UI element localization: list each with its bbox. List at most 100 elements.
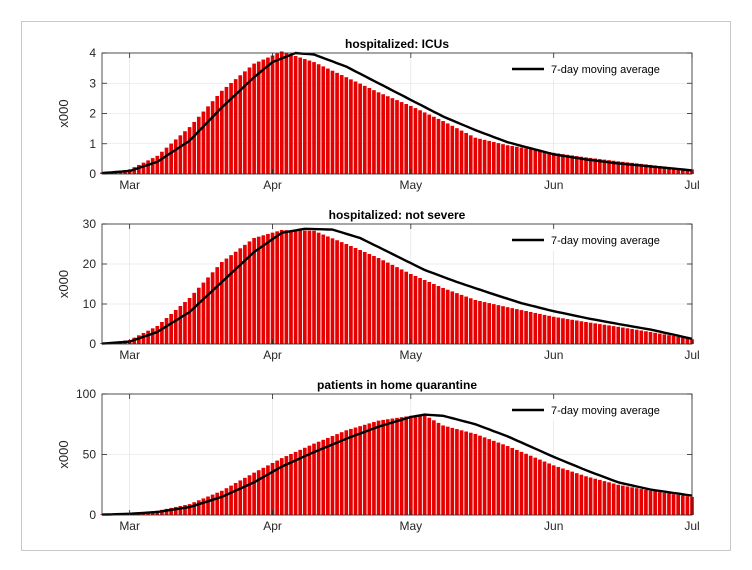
data-bar: [178, 135, 183, 174]
data-bar: [584, 322, 588, 344]
data-bar: [289, 54, 293, 175]
data-bar: [335, 434, 339, 515]
x-tick-label: Jun: [544, 519, 563, 533]
data-bar: [667, 493, 671, 515]
y-tick-label: 0: [89, 508, 96, 522]
legend-label: 7-day moving average: [551, 64, 660, 76]
data-bar: [399, 269, 404, 344]
data-bar: [247, 67, 252, 174]
data-bar: [538, 150, 542, 174]
data-bar: [146, 160, 150, 174]
data-bar: [247, 241, 252, 344]
figure-canvas: 0 1 2 3 4 Mar Apr May Jun Jul hospitalized: ICUs x0…: [56, 37, 700, 533]
data-bar: [468, 432, 473, 515]
data-bar: [478, 138, 482, 174]
data-bar: [547, 463, 551, 515]
data-bar: [326, 68, 330, 174]
data-bar: [261, 467, 266, 515]
data-bar: [339, 75, 344, 174]
data-bar: [229, 255, 233, 344]
data-bar: [616, 161, 621, 174]
data-bar: [538, 459, 542, 515]
data-bar: [621, 485, 625, 515]
data-bar: [671, 167, 676, 174]
data-bar: [519, 310, 524, 344]
data-bar: [422, 415, 427, 515]
data-bar: [413, 108, 418, 174]
data-bar: [210, 494, 215, 515]
data-bar: [639, 489, 644, 515]
data-bar: [164, 147, 169, 174]
data-bar: [316, 232, 321, 344]
data-bar: [187, 298, 192, 344]
data-bar: [284, 456, 289, 515]
data-bar: [206, 277, 210, 344]
data-bar: [173, 506, 178, 515]
data-bar: [436, 422, 441, 515]
x-tick-label: Mar: [119, 519, 140, 533]
data-bar: [224, 86, 229, 174]
chart-title: patients in home quarantine: [317, 378, 477, 392]
data-bar: [289, 453, 293, 515]
data-bar: [432, 420, 436, 515]
data-bar: [256, 236, 261, 344]
data-bar: [611, 326, 616, 344]
data-bar: [330, 238, 335, 344]
data-bar: [427, 417, 432, 515]
data-bar: [528, 149, 533, 174]
data-bar: [192, 121, 197, 174]
data-bar: [473, 137, 478, 174]
data-bar: [427, 282, 432, 344]
data-bar: [436, 118, 441, 174]
data-bar: [524, 453, 528, 515]
data-bar: [505, 145, 510, 174]
data-bar: [487, 303, 492, 344]
data-bar: [408, 105, 413, 174]
y-tick-label: 0: [89, 337, 96, 351]
data-bar: [266, 465, 270, 515]
data-bar: [634, 163, 639, 174]
data-bar: [644, 164, 648, 174]
data-bar: [252, 472, 256, 515]
data-bar: [201, 498, 206, 515]
data-bar: [335, 240, 339, 344]
data-bar: [639, 330, 644, 344]
data-bar: [353, 427, 358, 515]
data-bar: [408, 415, 413, 515]
data-bar: [653, 491, 657, 515]
data-bar: [491, 142, 496, 174]
data-bar: [579, 474, 584, 515]
data-bar: [611, 160, 616, 174]
data-bar: [358, 250, 362, 344]
data-bar: [422, 112, 427, 174]
data-bar: [173, 310, 178, 344]
data-bar: [510, 308, 515, 344]
data-bar: [256, 61, 261, 175]
chart-title: hospitalized: ICUs: [345, 37, 449, 51]
data-bar: [270, 232, 275, 344]
data-bar: [459, 130, 464, 174]
data-bar: [602, 481, 607, 515]
data-bar: [445, 426, 450, 515]
chart-panel-2: 0 10 20 30 Mar Apr May Jun Jul hospitalized: not …: [56, 208, 700, 362]
data-bar: [390, 264, 395, 344]
y-tick-label: 3: [89, 76, 96, 90]
data-bar: [561, 154, 565, 174]
data-bar: [302, 230, 307, 344]
data-bar: [155, 155, 160, 174]
data-bar: [385, 262, 390, 344]
data-bar: [478, 435, 482, 515]
data-bar: [243, 244, 247, 344]
data-bar: [330, 70, 335, 174]
x-tick-label: Jul: [684, 178, 699, 192]
data-bar: [293, 56, 298, 174]
data-bar: [662, 334, 667, 344]
data-bar: [515, 309, 519, 344]
data-bar: [372, 256, 376, 344]
data-bar: [233, 251, 238, 344]
y-tick-label: 1: [89, 137, 96, 151]
data-bar: [243, 71, 247, 174]
x-tick-label: Jul: [684, 519, 699, 533]
data-bar: [455, 128, 459, 174]
data-bar: [630, 329, 634, 344]
